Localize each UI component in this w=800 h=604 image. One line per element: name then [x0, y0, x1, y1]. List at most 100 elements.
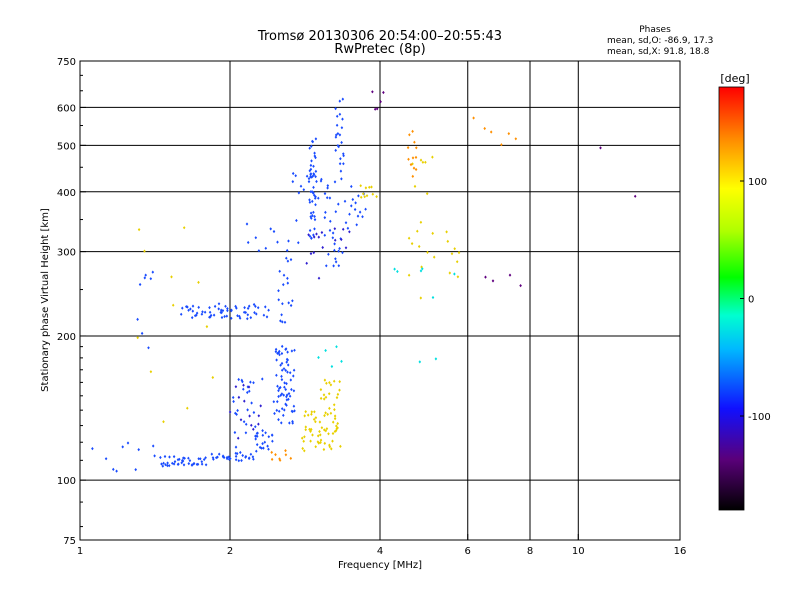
echo-point: [315, 232, 318, 236]
echo-point: [484, 275, 487, 279]
echo-point: [187, 456, 190, 460]
echo-point: [317, 276, 321, 280]
echo-point: [163, 454, 167, 459]
echo-point: [329, 219, 332, 223]
echo-point: [262, 313, 266, 317]
echo-point: [338, 162, 342, 166]
echo-point: [312, 233, 315, 237]
echo-point: [336, 392, 340, 396]
echo-point: [417, 244, 421, 249]
echo-point: [328, 196, 332, 200]
echo-point: [244, 455, 247, 459]
echo-point: [234, 411, 237, 415]
echo-point: [365, 194, 369, 198]
y-tick-label: 600: [57, 103, 76, 114]
echo-point: [415, 146, 418, 150]
echo-point: [333, 248, 336, 252]
echo-point: [242, 383, 245, 387]
echo-point: [280, 344, 284, 348]
echo-point: [411, 156, 415, 160]
echo-point: [280, 351, 284, 356]
echo-point: [182, 456, 185, 460]
echo-point: [308, 146, 311, 150]
echo-point: [261, 442, 264, 446]
echo-point: [208, 310, 212, 314]
echo-point: [393, 267, 396, 271]
echo-point: [308, 198, 311, 202]
echo-point: [289, 378, 293, 382]
echo-point: [411, 129, 414, 133]
colorbar-gradient: [718, 86, 745, 511]
echo-point: [338, 99, 342, 103]
echo-point: [310, 410, 314, 414]
echo-point: [455, 260, 459, 264]
echo-point: [319, 438, 323, 442]
echo-point: [323, 192, 327, 196]
phase-series: [91, 97, 367, 473]
echo-point: [333, 414, 337, 418]
echo-point: [246, 306, 250, 310]
echo-point: [230, 316, 233, 320]
echo-point: [353, 207, 357, 212]
echo-point: [267, 308, 270, 312]
echo-point: [182, 226, 186, 230]
echo-point: [190, 463, 194, 467]
echo-point: [324, 429, 328, 433]
echo-point: [278, 386, 281, 390]
echo-point: [313, 196, 317, 200]
echo-point: [197, 280, 200, 284]
echo-point: [187, 462, 191, 466]
echo-point: [337, 145, 340, 149]
echo-point: [323, 441, 327, 445]
echo-point: [278, 353, 281, 357]
echo-point: [375, 195, 378, 199]
echo-point: [308, 427, 311, 431]
echo-point: [309, 190, 313, 194]
echo-point: [324, 348, 327, 353]
echo-point: [277, 389, 280, 393]
echo-point: [254, 437, 257, 441]
echo-point: [311, 433, 314, 437]
echo-point: [370, 185, 373, 189]
echo-point: [219, 308, 223, 312]
echo-point: [412, 166, 416, 170]
echo-point: [250, 401, 253, 405]
echo-point: [279, 319, 282, 323]
echo-point: [334, 210, 338, 214]
echo-point: [278, 457, 281, 461]
echo-point: [289, 303, 293, 308]
echo-point: [253, 311, 256, 315]
echo-point: [159, 455, 162, 460]
echo-point: [279, 385, 282, 390]
echo-point: [332, 264, 335, 268]
echo-point: [299, 184, 303, 188]
echo-point: [312, 235, 316, 239]
echo-point: [337, 264, 341, 268]
echo-point: [264, 305, 267, 309]
echo-point: [340, 177, 343, 181]
echo-point: [293, 409, 296, 413]
echo-point: [306, 413, 310, 417]
echo-point: [226, 307, 229, 311]
echo-point: [303, 414, 306, 418]
echo-point: [419, 296, 423, 300]
echo-point: [261, 433, 265, 437]
echo-point: [277, 298, 280, 302]
echo-point: [297, 241, 300, 245]
echo-point: [276, 384, 279, 388]
echo-point: [180, 461, 183, 465]
echo-point: [359, 184, 362, 188]
echo-point: [316, 440, 320, 444]
echo-point: [313, 410, 316, 414]
echo-point: [304, 425, 308, 429]
echo-point: [286, 276, 289, 280]
echo-point: [344, 246, 348, 250]
echo-point: [290, 409, 294, 413]
echo-point: [290, 387, 293, 392]
echo-point: [308, 200, 312, 204]
echo-point: [303, 435, 306, 439]
phase-series: [270, 116, 518, 462]
echo-point: [292, 389, 296, 393]
echo-point: [340, 126, 344, 130]
